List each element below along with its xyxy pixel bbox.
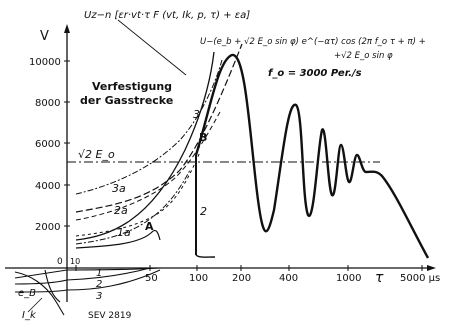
ik-leader (27, 297, 43, 313)
x-tick-10: 10 (70, 257, 80, 266)
y-axis-arrow (64, 24, 70, 33)
y-ticks (64, 60, 70, 227)
y-tick-10000: 10000 (29, 57, 61, 68)
label-2a: 2a (114, 204, 128, 217)
label-A: A (145, 220, 154, 233)
response-curve (194, 53, 430, 259)
curve-2a (75, 111, 221, 221)
label-3-neg: 3 (96, 291, 102, 302)
formula-main-line1: U−(e_b + √2 E_o sin φ) e^(−ατ) cos (2π f… (200, 37, 426, 47)
label-1a: 1a (117, 226, 131, 239)
x-origin-label: 0 (57, 257, 63, 267)
label-3-curve: 3 (193, 108, 200, 121)
label-2-step: 2 (200, 205, 207, 218)
formula-main-line2: +√2 E_o sin φ (334, 51, 393, 61)
label-3a: 3a (112, 182, 126, 195)
label-B: B (199, 131, 207, 144)
y-tick-8000: 8000 (35, 98, 60, 109)
current-curve-ik (44, 269, 61, 303)
x-tick-100: 100 (189, 273, 208, 284)
negative-curve-2 (14, 267, 151, 285)
x-axis-arrow (427, 265, 436, 271)
curve-1a-upper (75, 169, 191, 245)
amplitude-label: √2 E_o (78, 148, 115, 161)
negative-curve-3 (14, 269, 161, 293)
formula-leader-line (117, 19, 187, 76)
label-ik: I_k (22, 310, 37, 321)
negative-curve-eb (14, 271, 65, 316)
x-tick-400: 400 (279, 273, 298, 284)
label-1-neg: 1 (96, 268, 102, 279)
curve-2-decay (195, 254, 216, 258)
frequency-label: f_o = 3000 Per./s (268, 68, 362, 79)
label-2-neg: 2 (96, 279, 102, 290)
breakdown-curve (75, 43, 243, 213)
gas-gap-recovery-curve (75, 51, 215, 241)
curve-1a (75, 151, 201, 237)
formula-top: Uz−n [εr·vt·τ F (vt, Ik, p, τ) + εa] (84, 10, 250, 21)
x-tick-1000: 1000 (336, 273, 361, 284)
annotation-line-2: der Gasstrecke (80, 94, 173, 107)
curve-A (75, 229, 161, 249)
annotation-line-1: Verfestigung (92, 80, 172, 93)
reference-code: SEV 2819 (88, 311, 132, 321)
curve-3a (75, 59, 223, 195)
y-unit-label: V (40, 29, 49, 44)
label-eb: e_B (18, 288, 36, 299)
tau-label: τ (375, 270, 384, 286)
x-tick-5000: 5000 µs (400, 273, 440, 284)
x-tick-200: 200 (232, 273, 251, 284)
y-tick-6000: 6000 (35, 139, 60, 150)
negative-curve-1 (14, 267, 161, 279)
y-tick-4000: 4000 (35, 181, 60, 192)
y-tick-2000: 2000 (35, 222, 60, 233)
x-tick-50: 50 (145, 273, 158, 284)
